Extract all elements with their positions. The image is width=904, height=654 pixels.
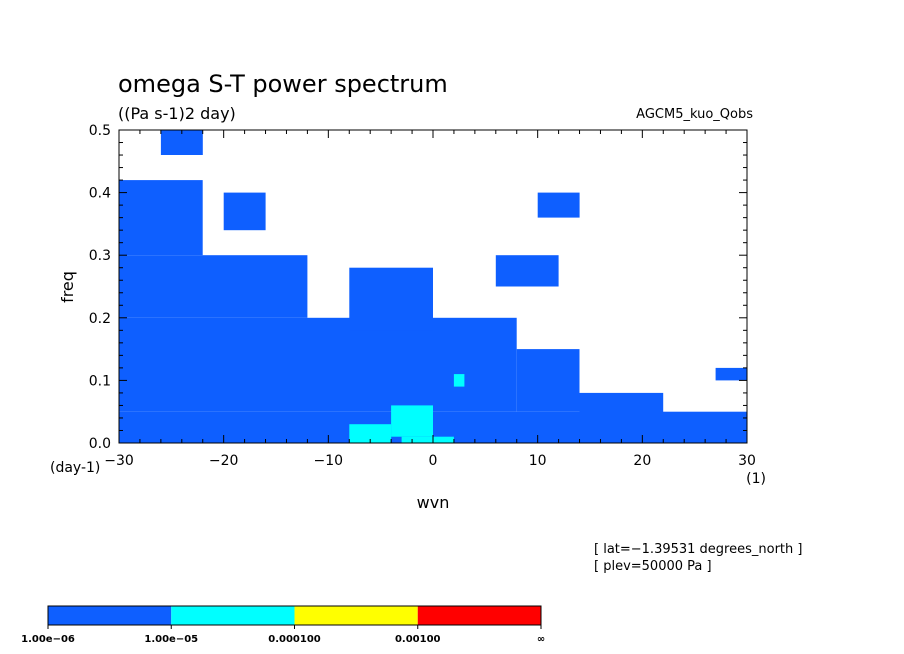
spectrum-region [223, 192, 266, 231]
y-tick-label: 0.4 [89, 186, 111, 202]
spectrum-region [349, 424, 392, 443]
y-unit-label: (day-1) [50, 460, 100, 476]
x-tick-label: 30 [738, 453, 756, 469]
x-tick-label: 0 [429, 453, 438, 469]
info-plev: [ plev=50000 Pa ] [594, 559, 712, 574]
x-tick-label: −20 [209, 453, 239, 469]
chart-units: ((Pa s-1)2 day) [118, 104, 236, 123]
plot-fills [119, 130, 747, 443]
colorbar-label: 0.00100 [395, 634, 441, 645]
colorbar-label: 1.00e−05 [144, 634, 198, 645]
spectrum-region [119, 317, 517, 412]
colorbar-segment [417, 606, 541, 625]
spectrum-region [119, 180, 203, 256]
colorbar-label: 0.000100 [268, 634, 321, 645]
colorbar-label: ∞ [537, 634, 545, 645]
info-lat: [ lat=−1.39531 degrees_north ] [594, 542, 802, 557]
y-tick-label: 0.1 [89, 373, 111, 389]
x-unit-label: (1) [746, 471, 766, 487]
colorbar-segment [48, 606, 172, 625]
y-tick-label: 0.5 [89, 123, 111, 139]
spectrum-region [401, 436, 454, 443]
x-tick-label: 10 [529, 453, 547, 469]
spectrum-region [516, 349, 580, 412]
colorbar-segment [294, 606, 418, 625]
spectrum-region [349, 267, 433, 331]
spectrum-region [453, 374, 465, 387]
y-tick-label: 0.3 [89, 248, 111, 264]
x-tick-label: −30 [104, 453, 134, 469]
spectrum-region [119, 255, 308, 318]
y-axis-label: freq [58, 271, 77, 303]
y-tick-label: 0.2 [89, 311, 111, 327]
spectrum-region [715, 367, 747, 381]
spectrum-region [579, 392, 664, 431]
x-axis-label: wvn [417, 493, 450, 512]
axis-ticks: −30 −20 −10 0 10 20 30 0.0 0.1 0.2 0.3 0.4 0.5 [89, 123, 756, 469]
x-tick-label: 20 [633, 453, 651, 469]
spectrum-region [391, 405, 433, 437]
spectrum-region [495, 255, 559, 287]
colorbar-label: 1.00e−06 [21, 634, 75, 645]
colorbar: 1.00e−06 1.00e−05 0.000100 0.00100 ∞ [21, 605, 545, 645]
x-tick-label: −10 [314, 453, 344, 469]
dataset-label: AGCM5_kuo_Qobs [636, 107, 753, 122]
spectrum-region [537, 192, 580, 218]
spectrum-region [160, 130, 203, 155]
chart-title: omega S-T power spectrum [118, 70, 448, 98]
colorbar-segment [171, 606, 295, 625]
y-tick-label: 0.0 [89, 436, 111, 452]
